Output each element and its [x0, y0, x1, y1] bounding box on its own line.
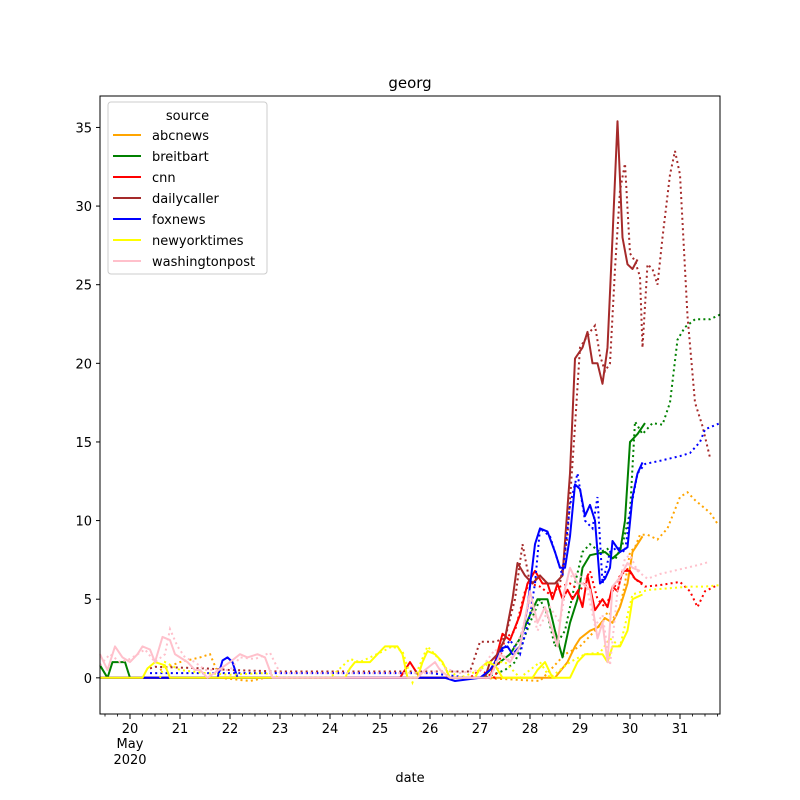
x-tick-label: 21: [172, 722, 189, 737]
x-tick-label: 23: [272, 722, 289, 737]
chart-title: georg: [388, 74, 431, 92]
y-tick-label: 5: [84, 593, 92, 608]
x-tick-label: 31: [672, 722, 689, 737]
legend-title: source: [166, 109, 209, 124]
x-tick-label: 24: [322, 722, 339, 737]
x-tick-label: 29: [572, 722, 589, 737]
x-tick-label: 28: [522, 722, 539, 737]
y-tick-label: 15: [75, 436, 92, 451]
series-trend-cnn: [430, 567, 718, 680]
legend-label-breitbart: breitbart: [152, 150, 209, 165]
legend-label-abcnews: abcnews: [152, 129, 209, 144]
y-tick-label: 30: [75, 200, 92, 215]
series-line-foxnews: [100, 461, 644, 682]
legend: source abcnews breitbart cnn dailycaller foxn…: [107, 101, 268, 275]
y-tick-label: 35: [75, 121, 92, 136]
series-trend-abcnews: [159, 491, 719, 683]
y-tick-label: 25: [75, 279, 92, 294]
x-axis-label: date: [395, 771, 424, 786]
x-tick-sublabel: 2020: [113, 753, 146, 768]
x-tick-label: 20: [122, 722, 139, 737]
x-tick-label: 30: [622, 722, 639, 737]
legend-label-foxnews: foxnews: [152, 213, 206, 228]
legend-label-newyorktimes: newyorktimes: [152, 234, 244, 249]
plot-frame: [99, 95, 721, 715]
x-tick-label: 27: [472, 722, 489, 737]
x-tick-label: 26: [422, 722, 439, 737]
legend-label-dailycaller: dailycaller: [152, 192, 219, 207]
x-tick-sublabel: May: [117, 737, 144, 752]
legend-label-cnn: cnn: [152, 171, 176, 186]
legend-box: [107, 101, 268, 275]
y-tick-label: 0: [84, 672, 92, 687]
x-tick-label: 22: [222, 722, 239, 737]
y-axis: 0 5 10 15 20 25 30 35: [75, 121, 100, 687]
series-line-dailycaller: [100, 120, 639, 679]
series-trend-newyorktimes: [159, 584, 721, 686]
series-trend-breitbart: [460, 313, 721, 679]
legend-label-washingtonpost: washingtonpost: [152, 255, 255, 270]
series-trend-washingtonpost: [99, 553, 711, 675]
series-trend-dailycaller: [149, 150, 711, 673]
y-tick-label: 20: [75, 357, 92, 372]
y-tick-label: 10: [75, 515, 92, 530]
series-line-washingtonpost: [99, 562, 641, 679]
plot-lines: [99, 120, 721, 686]
x-tick-label: 25: [372, 722, 389, 737]
series-line-breitbart: [99, 422, 646, 679]
series-trend-foxnews: [150, 422, 721, 679]
